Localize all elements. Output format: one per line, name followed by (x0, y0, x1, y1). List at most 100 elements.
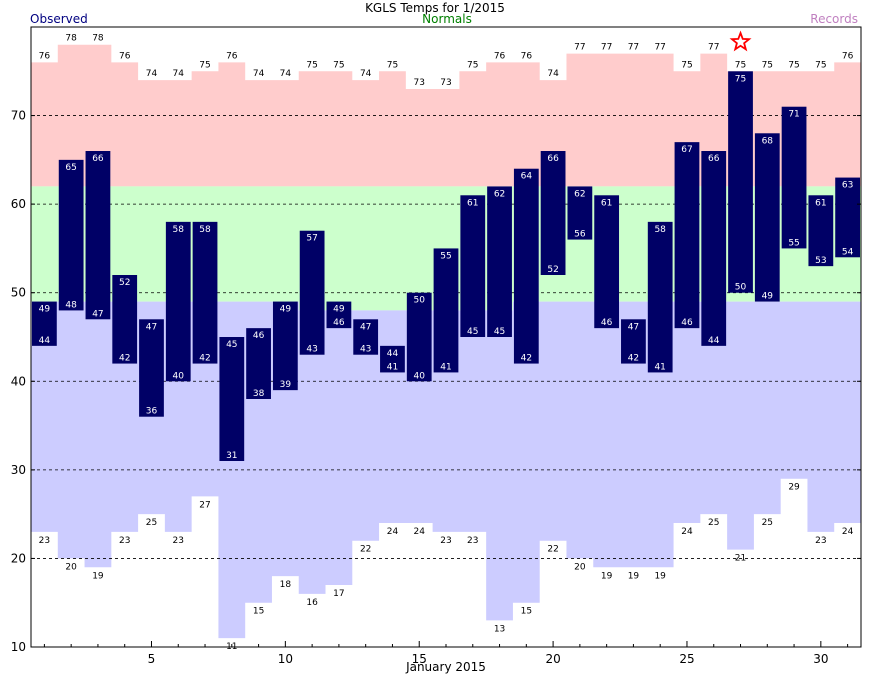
observed-bar (219, 337, 245, 461)
observed-low-label: 52 (547, 265, 558, 275)
x-tick-label: 20 (545, 652, 560, 666)
legend-observed: Observed (30, 12, 88, 26)
observed-bar (674, 142, 700, 329)
observed-low-label: 41 (654, 362, 665, 372)
observed-bar (433, 248, 459, 373)
observed-high-label: 58 (654, 225, 666, 235)
observed-high-label: 49 (333, 305, 345, 315)
record-low-label: 20 (574, 562, 586, 572)
record-high-label: 73 (413, 78, 424, 88)
record-high-label: 74 (547, 69, 559, 79)
observed-high-label: 67 (681, 145, 692, 155)
observed-low-label: 42 (119, 354, 130, 364)
observed-low-label: 42 (199, 354, 210, 364)
observed-bar (165, 221, 191, 382)
observed-low-label: 46 (601, 318, 613, 328)
observed-low-label: 47 (92, 309, 103, 319)
observed-bar (540, 151, 566, 275)
observed-bar (353, 319, 379, 355)
x-tick-label: 10 (278, 652, 293, 666)
y-tick-label: 50 (11, 286, 26, 300)
record-low-label: 22 (360, 545, 371, 555)
record-low-label: 22 (547, 545, 558, 555)
record-high-label: 77 (628, 43, 639, 53)
record-low-label: 27 (199, 500, 210, 510)
record-low-label: 25 (146, 518, 157, 528)
record-high-label: 77 (708, 43, 719, 53)
observed-low-label: 49 (762, 292, 774, 302)
observed-low-label: 46 (333, 318, 345, 328)
observed-high-label: 66 (547, 154, 559, 164)
observed-high-label: 46 (253, 331, 265, 341)
observed-high-label: 64 (521, 172, 533, 182)
observed-bar (406, 292, 432, 382)
observed-high-label: 71 (788, 110, 799, 120)
record-low-label: 19 (628, 571, 640, 581)
record-high-label: 73 (440, 78, 451, 88)
record-high-label: 75 (681, 60, 692, 70)
record-high-label: 75 (788, 60, 799, 70)
observed-low-label: 42 (521, 354, 532, 364)
record-low-label: 24 (842, 527, 854, 537)
record-high-label: 74 (253, 69, 265, 79)
observed-low-label: 41 (387, 362, 398, 372)
record-low-label: 21 (735, 554, 746, 564)
observed-bar (701, 151, 727, 346)
observed-bar (299, 230, 325, 355)
observed-low-label: 50 (735, 283, 747, 293)
record-low-label: 19 (654, 571, 666, 581)
record-high-label: 77 (574, 43, 585, 53)
observed-bar (567, 186, 593, 240)
observed-low-label: 40 (173, 371, 185, 381)
observed-bar (326, 301, 352, 329)
observed-bar (647, 221, 673, 373)
record-low-label: 20 (65, 562, 77, 572)
observed-low-label: 53 (815, 256, 826, 266)
record-low-label: 16 (306, 598, 318, 608)
record-low-label: 24 (413, 527, 425, 537)
observed-high-label: 61 (467, 198, 478, 208)
record-high-label: 75 (306, 60, 317, 70)
record-high-label: 74 (280, 69, 292, 79)
record-high-label: 76 (39, 51, 51, 61)
record-high-label: 76 (521, 51, 533, 61)
observed-high-label: 49 (39, 305, 51, 315)
observed-high-label: 62 (494, 189, 505, 199)
record-low-label: 24 (681, 527, 693, 537)
observed-low-label: 46 (681, 318, 693, 328)
observed-high-label: 61 (601, 198, 612, 208)
y-tick-label: 70 (11, 109, 26, 123)
record-high-label: 76 (842, 51, 854, 61)
x-tick-label: 30 (813, 652, 828, 666)
record-high-label: 76 (119, 51, 131, 61)
y-tick-label: 10 (11, 640, 26, 654)
observed-low-label: 55 (788, 238, 799, 248)
record-low-label: 19 (92, 571, 104, 581)
legend-records: Records (810, 12, 858, 26)
record-high-label: 75 (333, 60, 344, 70)
observed-bar (754, 133, 780, 302)
x-tick-label: 5 (148, 652, 156, 666)
y-tick-label: 40 (11, 374, 26, 388)
observed-bar (513, 168, 539, 364)
observed-high-label: 58 (199, 225, 211, 235)
record-low-label: 18 (280, 580, 292, 590)
observed-high-label: 47 (146, 322, 157, 332)
chart-title: KGLS Temps for 1/2015 (365, 1, 505, 15)
observed-low-label: 44 (708, 336, 720, 346)
observed-high-label: 66 (708, 154, 720, 164)
record-low-label: 29 (788, 483, 800, 493)
observed-low-label: 56 (574, 230, 586, 240)
record-low-label: 17 (333, 589, 344, 599)
record-high-label: 75 (735, 60, 746, 70)
observed-bar (487, 186, 512, 337)
observed-low-label: 43 (360, 345, 371, 355)
record-high-label: 75 (815, 60, 826, 70)
record-low-label: 13 (494, 624, 505, 634)
observed-high-label: 75 (735, 74, 746, 84)
observed-bar (192, 221, 218, 364)
record-low-label: 23 (173, 536, 184, 546)
observed-high-label: 55 (440, 251, 451, 261)
observed-bar (460, 195, 486, 337)
